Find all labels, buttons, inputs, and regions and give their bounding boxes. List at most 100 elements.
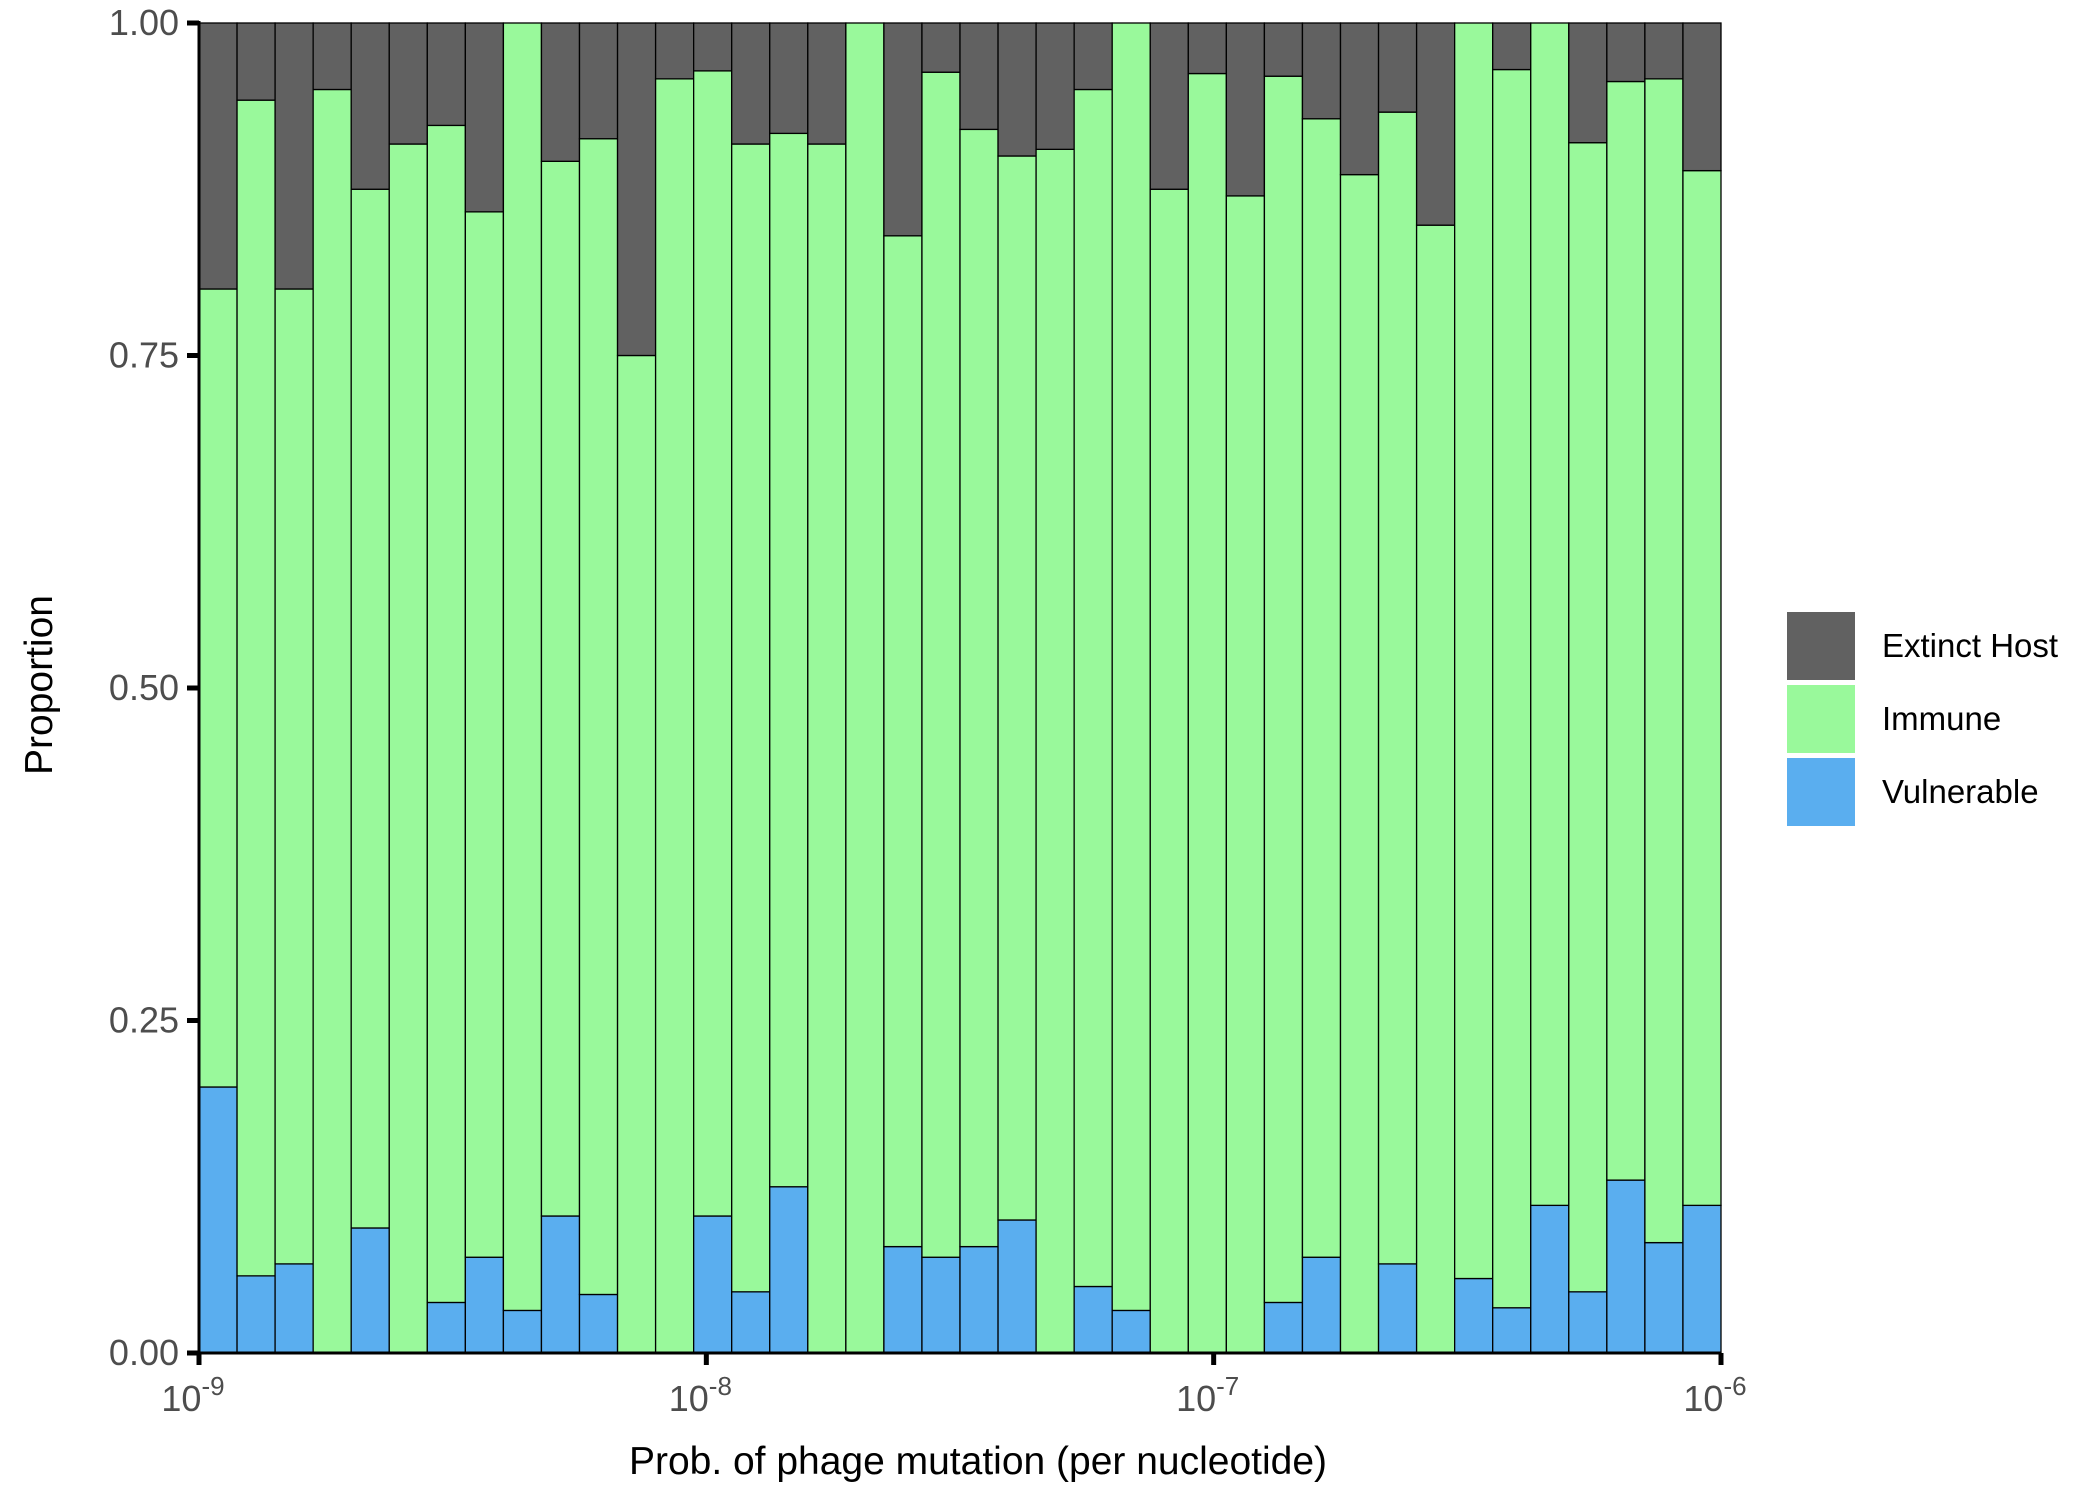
ticks-layer: 0.00 0.25 0.50 0.75 1.00 10-9 10-8 10-7 10-6 bbox=[109, 2, 1747, 1419]
bar-immune-29 bbox=[1301, 118, 1342, 1258]
y-tick-label: 0.00 bbox=[109, 1332, 179, 1373]
bar-extinct-host-11 bbox=[616, 22, 657, 357]
bar-vulnerable-31 bbox=[1377, 1263, 1418, 1354]
legend-label-immune: Immune bbox=[1882, 700, 2001, 737]
bar-vulnerable-24 bbox=[1111, 1309, 1151, 1354]
bar-vulnerable-34 bbox=[1492, 1307, 1532, 1354]
y-axis-title: Proportion bbox=[18, 595, 61, 775]
bar-immune-18 bbox=[883, 235, 923, 1248]
bar-vulnerable-8 bbox=[502, 1309, 543, 1354]
bar-extinct-host-0 bbox=[198, 22, 238, 290]
bar-vulnerable-7 bbox=[464, 1256, 505, 1354]
bar-vulnerable-33 bbox=[1454, 1277, 1494, 1354]
bar-extinct-host-12 bbox=[654, 22, 695, 80]
bar-extinct-host-15 bbox=[769, 22, 809, 135]
legend-swatch-vulnerable bbox=[1785, 756, 1857, 828]
x-tick-label: 10-6 bbox=[1683, 1371, 1746, 1419]
bar-extinct-host-38 bbox=[1644, 22, 1684, 80]
bar-immune-15 bbox=[769, 132, 809, 1188]
bar-extinct-host-30 bbox=[1339, 22, 1380, 176]
bar-extinct-host-31 bbox=[1377, 22, 1418, 113]
bar-vulnerable-10 bbox=[578, 1293, 619, 1354]
bar-extinct-host-5 bbox=[388, 22, 428, 145]
bar-immune-17 bbox=[845, 22, 885, 1354]
bar-extinct-host-16 bbox=[807, 22, 847, 145]
bar-extinct-host-29 bbox=[1301, 22, 1342, 120]
bar-immune-1 bbox=[236, 99, 276, 1277]
bar-vulnerable-4 bbox=[350, 1227, 390, 1354]
x-tick-label: 10-7 bbox=[1176, 1371, 1239, 1419]
bar-immune-26 bbox=[1187, 72, 1228, 1354]
bar-extinct-host-34 bbox=[1492, 22, 1532, 71]
y-tick-label: 0.75 bbox=[109, 335, 179, 376]
bar-immune-5 bbox=[388, 143, 428, 1354]
bar-vulnerable-15 bbox=[769, 1186, 809, 1354]
bar-vulnerable-14 bbox=[731, 1291, 771, 1354]
bar-immune-35 bbox=[1530, 22, 1570, 1207]
bar-extinct-host-27 bbox=[1225, 22, 1266, 197]
bar-vulnerable-2 bbox=[274, 1263, 314, 1354]
bar-extinct-host-19 bbox=[921, 22, 961, 73]
bar-immune-3 bbox=[312, 88, 352, 1354]
bar-extinct-host-4 bbox=[350, 22, 390, 190]
y-tick-label: 0.25 bbox=[109, 1000, 179, 1041]
bar-extinct-host-21 bbox=[997, 22, 1037, 157]
bar-immune-22 bbox=[1035, 148, 1075, 1354]
bar-extinct-host-26 bbox=[1187, 22, 1228, 75]
bar-extinct-host-9 bbox=[540, 22, 581, 162]
bars-layer bbox=[198, 22, 1722, 1354]
bar-immune-39 bbox=[1682, 169, 1722, 1207]
bar-immune-23 bbox=[1073, 88, 1113, 1288]
x-tick-label: 10-8 bbox=[669, 1371, 732, 1419]
bar-extinct-host-18 bbox=[883, 22, 923, 237]
bar-immune-31 bbox=[1377, 111, 1418, 1265]
bar-vulnerable-39 bbox=[1682, 1204, 1722, 1354]
bar-extinct-host-22 bbox=[1035, 22, 1075, 150]
bar-immune-37 bbox=[1606, 80, 1646, 1181]
bar-extinct-host-23 bbox=[1073, 22, 1113, 91]
bar-extinct-host-37 bbox=[1606, 22, 1646, 83]
bar-immune-2 bbox=[274, 288, 314, 1265]
bar-vulnerable-19 bbox=[921, 1256, 961, 1354]
bar-immune-11 bbox=[616, 354, 657, 1354]
bar-immune-14 bbox=[731, 143, 771, 1293]
legend-swatch-extinct-host bbox=[1785, 610, 1857, 682]
bar-immune-16 bbox=[807, 143, 847, 1354]
bar-immune-34 bbox=[1492, 68, 1532, 1309]
bar-extinct-host-32 bbox=[1415, 22, 1456, 226]
y-tick-label: 1.00 bbox=[109, 2, 179, 43]
bar-vulnerable-6 bbox=[426, 1301, 466, 1354]
legend: Extinct Host Immune Vulnerable bbox=[1785, 610, 2058, 828]
bar-immune-20 bbox=[959, 128, 999, 1248]
legend-label-extinct-host: Extinct Host bbox=[1882, 627, 2058, 664]
bar-vulnerable-9 bbox=[540, 1215, 581, 1354]
bar-vulnerable-1 bbox=[236, 1275, 276, 1354]
bar-vulnerable-35 bbox=[1530, 1204, 1570, 1354]
bar-extinct-host-1 bbox=[236, 22, 276, 101]
bar-immune-30 bbox=[1339, 173, 1380, 1354]
bar-extinct-host-28 bbox=[1263, 22, 1304, 77]
bar-immune-28 bbox=[1263, 75, 1304, 1304]
bar-immune-32 bbox=[1415, 224, 1456, 1354]
bar-extinct-host-39 bbox=[1682, 22, 1722, 172]
bar-vulnerable-29 bbox=[1301, 1256, 1342, 1354]
x-tick-label: 10-9 bbox=[161, 1371, 224, 1419]
bar-immune-10 bbox=[578, 138, 619, 1296]
bar-vulnerable-28 bbox=[1263, 1301, 1304, 1354]
bar-extinct-host-6 bbox=[426, 22, 466, 127]
bar-immune-27 bbox=[1225, 195, 1266, 1354]
bar-immune-6 bbox=[426, 124, 466, 1304]
bar-immune-19 bbox=[921, 71, 961, 1258]
legend-swatch-immune bbox=[1785, 683, 1857, 755]
bar-immune-21 bbox=[997, 155, 1037, 1221]
bar-immune-4 bbox=[350, 188, 390, 1229]
bar-vulnerable-21 bbox=[997, 1219, 1037, 1354]
bar-immune-36 bbox=[1568, 142, 1608, 1293]
bar-extinct-host-25 bbox=[1149, 22, 1189, 190]
bar-immune-38 bbox=[1644, 78, 1684, 1244]
bar-extinct-host-14 bbox=[731, 22, 771, 145]
bar-immune-7 bbox=[464, 211, 505, 1258]
bar-immune-24 bbox=[1111, 22, 1151, 1312]
bar-extinct-host-13 bbox=[693, 22, 733, 72]
